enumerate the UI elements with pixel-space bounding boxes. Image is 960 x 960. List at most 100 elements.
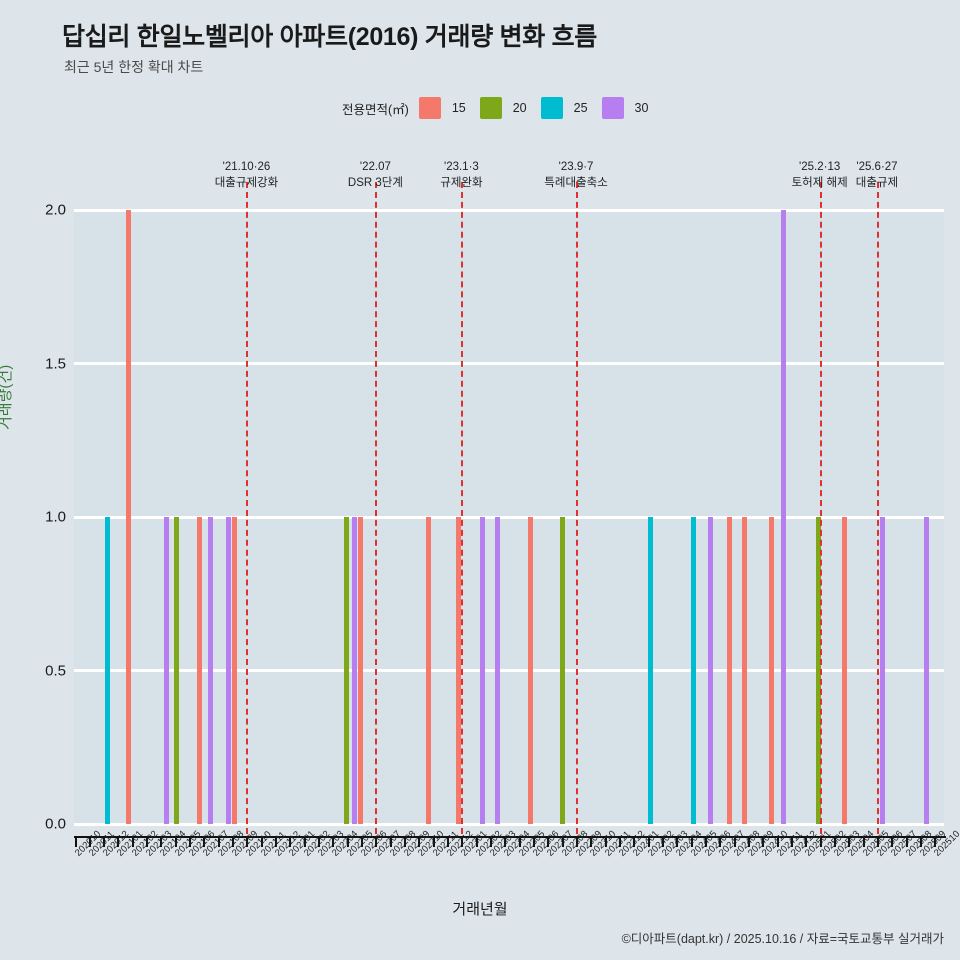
bar[interactable] xyxy=(648,517,653,824)
x-axis-tick xyxy=(203,838,206,847)
x-axis-tick xyxy=(490,838,493,847)
y-axis-tick-label: 1.5 xyxy=(45,355,66,372)
bar[interactable] xyxy=(781,210,786,824)
bar[interactable] xyxy=(708,517,713,824)
gridline xyxy=(74,822,944,826)
event-label: '22.07 DSR 3단계 xyxy=(348,160,403,191)
x-axis-tick xyxy=(346,838,349,847)
x-axis-tick xyxy=(819,838,822,847)
bar[interactable] xyxy=(174,517,179,824)
bar[interactable] xyxy=(816,517,821,824)
x-axis-tick xyxy=(103,838,106,847)
legend-item-30[interactable]: 30 xyxy=(601,97,648,119)
legend-title: 전용면적(㎡) xyxy=(342,102,409,117)
bar[interactable] xyxy=(352,517,357,824)
x-axis-tick xyxy=(533,838,536,847)
bar[interactable] xyxy=(560,517,565,824)
legend-item-label: 25 xyxy=(573,101,588,115)
bar[interactable] xyxy=(842,517,847,824)
legend-items: 15 20 25 30 xyxy=(418,97,663,119)
x-axis-tick xyxy=(905,838,908,847)
legend-item-15[interactable]: 15 xyxy=(418,97,466,119)
legend-item-20[interactable]: 20 xyxy=(479,97,527,119)
x-axis-tick xyxy=(590,838,593,847)
legend-swatch-icon xyxy=(540,97,563,119)
bar[interactable] xyxy=(769,517,774,824)
x-axis-tick xyxy=(217,838,220,847)
x-axis-tick xyxy=(318,838,321,847)
x-axis-tick xyxy=(418,838,421,847)
bar[interactable] xyxy=(164,517,169,824)
x-axis-tick xyxy=(246,838,249,847)
bar[interactable] xyxy=(426,517,431,824)
legend-item-25[interactable]: 25 xyxy=(540,97,588,119)
y-axis-tick-label: 0.0 xyxy=(45,815,66,833)
footer-credit: ©디아파트(dapt.kr) / 2025.10.16 / 자료=국토교통부 실… xyxy=(621,932,944,946)
x-axis-tick xyxy=(375,838,378,847)
x-axis-tick xyxy=(576,838,579,847)
event-date: '23.9·7 xyxy=(558,161,594,173)
x-axis-tick xyxy=(74,838,77,847)
bar[interactable] xyxy=(480,517,485,824)
x-axis-tick xyxy=(332,838,335,847)
x-axis-tick xyxy=(547,838,550,847)
x-axis-tick xyxy=(174,838,177,847)
event-date: '25.2·13 xyxy=(799,161,841,173)
x-axis-tick xyxy=(117,838,120,847)
x-axis-title: 거래년월 xyxy=(452,901,508,918)
x-axis-tick xyxy=(876,838,879,847)
bar[interactable] xyxy=(358,517,363,824)
gridline xyxy=(74,669,944,672)
x-axis-tick xyxy=(762,838,765,847)
x-axis-tick xyxy=(561,838,564,847)
bar[interactable] xyxy=(344,517,349,824)
bar[interactable] xyxy=(226,517,231,824)
page-subtitle: 최근 5년 한정 확대 차트 xyxy=(64,59,204,75)
x-axis-tick xyxy=(146,838,149,847)
y-axis-title: 거래량(건) xyxy=(0,364,14,430)
x-axis-tick xyxy=(647,838,650,847)
bar[interactable] xyxy=(880,517,885,824)
x-axis-tick xyxy=(805,838,808,847)
bar[interactable] xyxy=(495,517,500,824)
x-axis-tick xyxy=(189,838,192,847)
bar[interactable] xyxy=(691,517,696,824)
x-axis-tick xyxy=(733,838,736,847)
x-axis-tick xyxy=(461,838,464,847)
bar[interactable] xyxy=(232,517,237,824)
x-axis-tick xyxy=(791,838,793,847)
x-axis-tick xyxy=(862,838,865,847)
bar[interactable] xyxy=(456,517,461,824)
legend-item-label: 20 xyxy=(512,101,527,115)
bar[interactable] xyxy=(126,210,131,824)
page-title: 답십리 한일노벨리아 아파트(2016) 거래량 변화 흐름 xyxy=(62,23,597,51)
bar[interactable] xyxy=(742,517,747,824)
bar[interactable] xyxy=(924,517,929,824)
event-name: 대출규제 xyxy=(855,176,899,189)
event-name: 대출규제강화 xyxy=(214,176,279,189)
legend-item-label: 15 xyxy=(451,101,466,115)
x-axis-tick xyxy=(633,838,636,847)
x-axis-tick xyxy=(361,838,364,847)
x-axis-line xyxy=(74,836,946,838)
event-label: '25.2·13 토허제 해제 xyxy=(792,160,848,191)
bar[interactable] xyxy=(105,517,110,824)
x-axis-tick xyxy=(833,838,836,847)
x-axis-tick xyxy=(260,838,263,847)
gridline xyxy=(74,515,944,519)
bar[interactable] xyxy=(528,517,533,824)
bar[interactable] xyxy=(727,517,732,824)
legend-swatch-icon xyxy=(601,97,624,119)
bar[interactable] xyxy=(197,517,202,824)
legend-swatch-icon xyxy=(418,97,441,119)
event-line xyxy=(461,182,464,834)
event-name: DSR 3단계 xyxy=(347,176,403,189)
x-axis-tick xyxy=(432,838,435,847)
x-axis-tick xyxy=(604,838,607,847)
event-date: '21.10·26 xyxy=(222,161,271,173)
x-axis-tick xyxy=(303,838,306,847)
x-axis-tick xyxy=(719,838,722,847)
bar[interactable] xyxy=(208,517,213,824)
y-axis-tick-label: 2.0 xyxy=(45,201,66,219)
